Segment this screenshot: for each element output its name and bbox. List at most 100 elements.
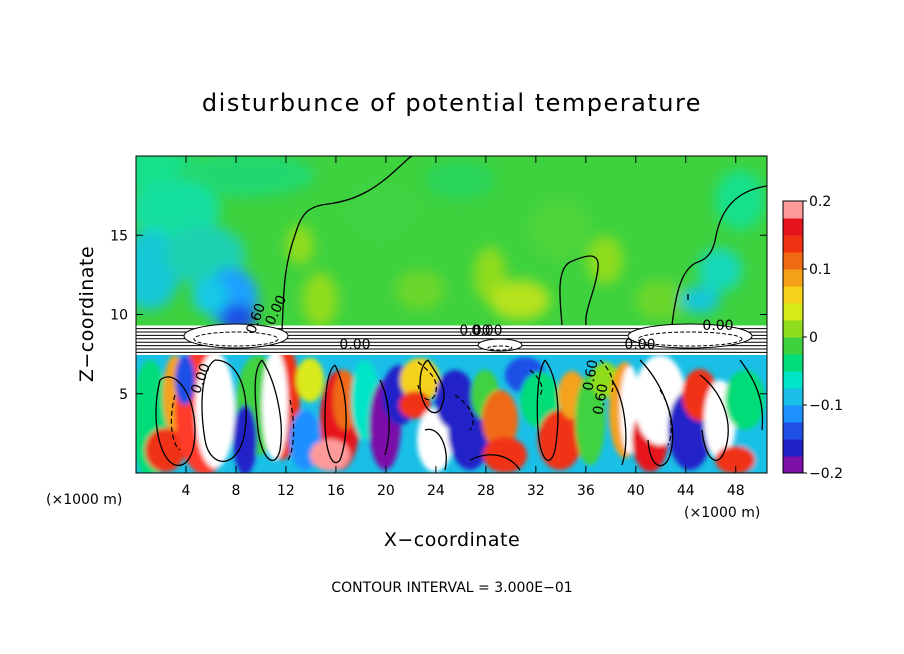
field-blob (296, 358, 324, 402)
contour-label: 0.60 (590, 383, 611, 416)
contour-interval-text: CONTOUR INTERVAL = 3.000E−01 (331, 580, 572, 596)
contour-line (379, 379, 390, 456)
colorbar-swatch (783, 252, 803, 270)
contour-line (155, 376, 196, 466)
field-blob (698, 248, 742, 292)
colorbar: 0.2 0.1 0 −0.1 −0.2 (782, 194, 843, 482)
contour-label: 0.60 (580, 359, 601, 392)
upper-field (136, 156, 767, 332)
field-blob (340, 182, 420, 238)
contour-lines (155, 156, 767, 471)
field-blob (395, 270, 445, 310)
colorbar-swatch (783, 354, 803, 372)
colorbar-tick-label: 0 (809, 330, 818, 346)
inversion-layer (136, 323, 767, 353)
field-blob (145, 428, 185, 472)
contour-line-dashed (529, 369, 543, 396)
x-tick-label: 32 (527, 483, 545, 499)
field-blob (175, 355, 195, 405)
contour-line (201, 359, 247, 463)
x-axis-label: X−coordinate (384, 529, 520, 551)
field-blob (715, 446, 755, 473)
contour-line (419, 359, 445, 414)
colorbar-swatch (783, 218, 803, 236)
contour-line (254, 359, 282, 462)
contour-line (739, 359, 764, 431)
colorbar-tick-label: 0.1 (809, 262, 831, 278)
field-blob (286, 225, 314, 265)
field-blob (575, 375, 605, 465)
contour-line (559, 255, 599, 326)
contour-line-dashed (287, 399, 295, 461)
colorbar-swatch (783, 303, 803, 321)
plot-area: 0.000.000.000.000.600.600.000.000.60 0.00 (135, 155, 768, 474)
x-tick-label: 28 (477, 483, 495, 499)
x-tick-label: 8 (231, 483, 240, 499)
colorbar-swatch (783, 286, 803, 304)
contour-label: 0.00 (339, 337, 370, 353)
field-blob (483, 437, 527, 473)
lower-blobs (136, 355, 767, 473)
layer-bulge (477, 338, 523, 352)
layer-bulge (637, 331, 743, 347)
x-tick-label: 48 (727, 483, 745, 499)
field-blob (538, 410, 582, 470)
contour-label: 0.00 (624, 337, 655, 353)
x-tick-label: 20 (377, 483, 395, 499)
colorbar-swatch (783, 371, 803, 389)
x-tick-label: 4 (182, 483, 191, 499)
field-blob (490, 280, 550, 320)
colorbar-swatch (783, 405, 803, 423)
y-tick-label: 15 (110, 228, 128, 244)
layer-bulge (487, 345, 513, 351)
contour-line (699, 374, 729, 462)
x-tick-label: 16 (327, 483, 345, 499)
x-unit-label-right: (×1000 m) (684, 505, 760, 521)
contour-line-dashed (170, 394, 181, 451)
field-blob (302, 272, 338, 328)
y-axis-label: Z−coordinate (76, 246, 98, 382)
contour-line-dashed (454, 394, 474, 431)
contour-label: 0.00 (702, 318, 733, 334)
upper-blobs (136, 156, 765, 332)
y-axis: 5 10 15 (110, 228, 767, 403)
field-blob (680, 286, 720, 314)
contour-line (281, 156, 413, 331)
contour-line-dashed (599, 359, 614, 393)
colorbar-tick-label: −0.2 (809, 466, 843, 482)
x-unit-label-left: (×1000 m) (46, 492, 122, 508)
contour-line (324, 364, 347, 464)
contour-line (671, 185, 767, 326)
colorbar-swatch (783, 269, 803, 287)
contour-line (424, 428, 521, 471)
field-blob (725, 370, 765, 430)
layer-bulge (627, 323, 753, 349)
field-blob (425, 160, 495, 200)
colorbar-tick-label: −0.1 (809, 398, 843, 414)
contour-line (611, 359, 674, 467)
layer-bulge (183, 323, 289, 349)
contour-label: 0.00 (471, 323, 502, 339)
colorbar-swatch (783, 456, 803, 474)
field-blob (175, 156, 315, 197)
x-tick-label: 24 (427, 483, 445, 499)
x-tick-label: 12 (277, 483, 295, 499)
field-blob (233, 405, 257, 473)
colorbar-tick-label: 0.2 (809, 194, 831, 210)
chart-title: disturbunce of potential temperature (202, 89, 702, 117)
colorbar-swatch (783, 422, 803, 440)
field-blob (192, 278, 228, 314)
contour-line-dashed (417, 361, 437, 401)
lower-field (136, 355, 767, 473)
contour-line (536, 359, 559, 462)
colorbar-swatch (783, 388, 803, 406)
field-blob (482, 390, 518, 450)
x-axis: 4 8 12 16 20 24 28 32 36 40 44 48 (182, 156, 745, 499)
y-tick-label: 5 (119, 387, 128, 403)
field-blob (635, 280, 685, 320)
colorbar-swatch (783, 320, 803, 338)
field-blob (399, 391, 431, 419)
field-blob (715, 170, 765, 230)
x-tick-label: 44 (677, 483, 695, 499)
